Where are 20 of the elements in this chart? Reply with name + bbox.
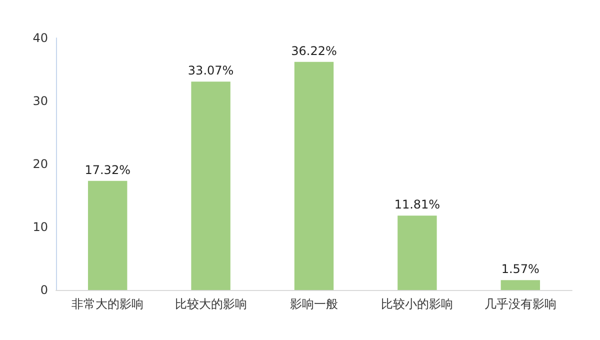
bar bbox=[88, 180, 128, 290]
y-tick-label: 0 bbox=[40, 283, 48, 297]
x-tick-label: 影响一般 bbox=[290, 297, 338, 311]
bar bbox=[294, 62, 334, 290]
y-tick-label: 30 bbox=[32, 94, 48, 108]
y-tick-label: 20 bbox=[32, 157, 48, 171]
data-label: 33.07% bbox=[188, 64, 234, 78]
bar bbox=[398, 216, 437, 290]
bar bbox=[191, 82, 230, 290]
x-tick-label: 比较大的影响 bbox=[174, 297, 247, 311]
data-label: 36.22% bbox=[291, 44, 337, 58]
y-tick-label: 10 bbox=[32, 220, 48, 234]
data-label: 17.32% bbox=[84, 162, 130, 177]
data-label: 11.81% bbox=[394, 198, 440, 212]
x-tick-label: 比较小的影响 bbox=[381, 297, 454, 311]
x-tick-label: 几乎没有影响 bbox=[484, 297, 556, 311]
x-tick-label: 非常大的影响 bbox=[72, 297, 144, 311]
y-tick-label: 40 bbox=[32, 31, 48, 45]
data-label: 1.57% bbox=[501, 262, 540, 276]
bar bbox=[500, 280, 540, 290]
